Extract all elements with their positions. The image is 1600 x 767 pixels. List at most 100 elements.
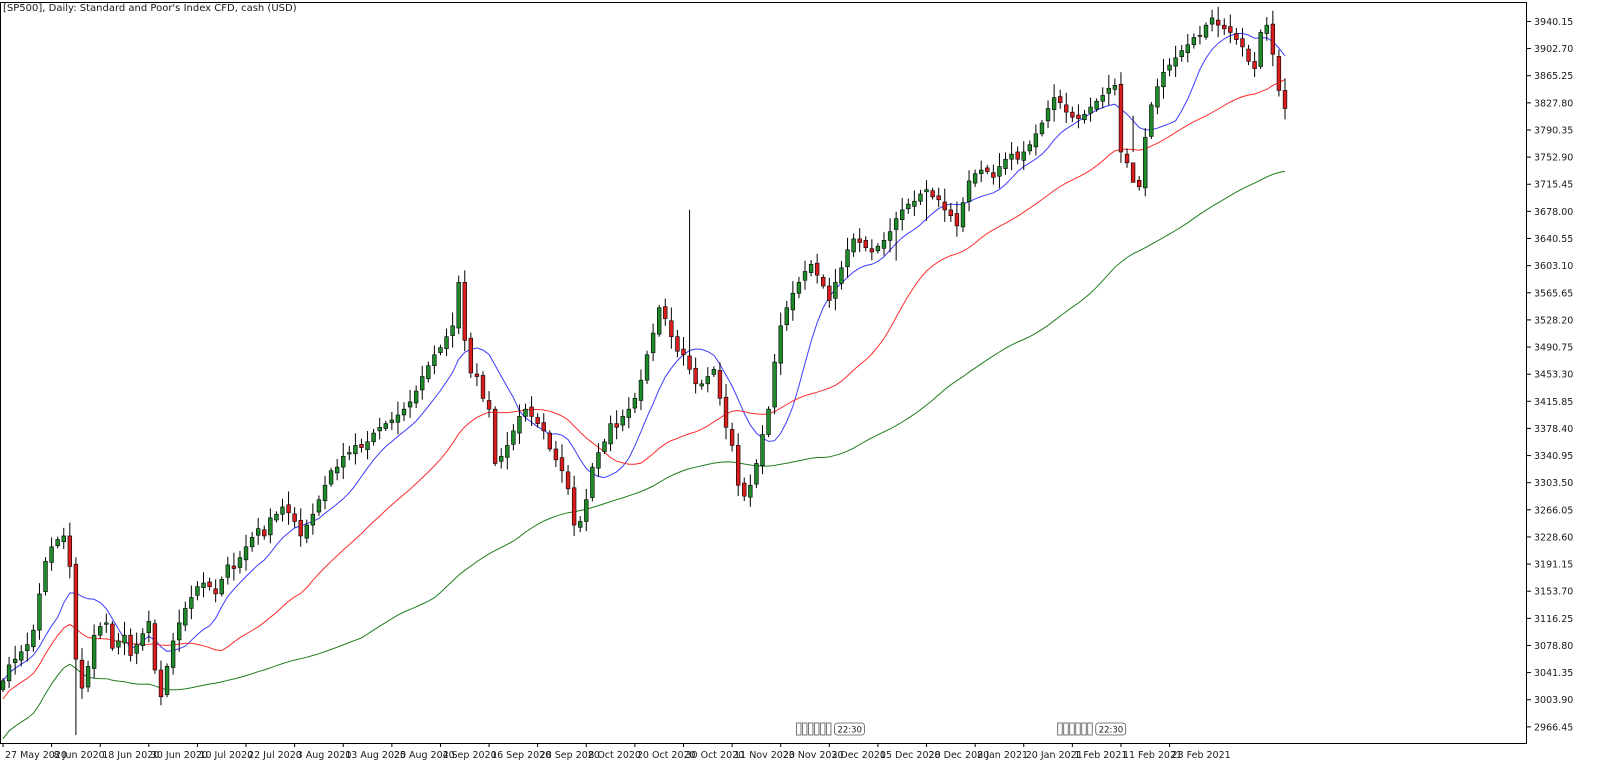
candle bbox=[529, 396, 534, 427]
event-flag[interactable] bbox=[1069, 722, 1075, 736]
candle bbox=[110, 621, 115, 651]
candle-body-down bbox=[1197, 35, 1203, 37]
candle bbox=[608, 415, 613, 452]
event-flag[interactable] bbox=[1087, 722, 1093, 736]
y-tick-label: 3827.80 bbox=[1534, 98, 1573, 109]
candle bbox=[383, 420, 388, 431]
candle-body-up bbox=[511, 430, 516, 445]
candle bbox=[310, 503, 316, 535]
candle-body-up bbox=[1203, 24, 1209, 38]
event-flag[interactable] bbox=[796, 722, 802, 736]
candle bbox=[243, 534, 249, 571]
candle bbox=[1264, 17, 1269, 41]
candle bbox=[371, 428, 376, 446]
candle-body-up bbox=[1264, 24, 1269, 34]
candle bbox=[875, 243, 881, 254]
event-flag[interactable] bbox=[802, 722, 808, 736]
candle-body-down bbox=[1282, 90, 1288, 109]
candle-body-down bbox=[681, 348, 686, 356]
candle bbox=[12, 645, 18, 675]
candle-body-up bbox=[1209, 17, 1215, 25]
event-flag[interactable] bbox=[1081, 722, 1087, 736]
event-flag[interactable] bbox=[820, 722, 826, 736]
y-tick-label: 3603.10 bbox=[1534, 261, 1573, 272]
candle-body-up bbox=[711, 369, 717, 375]
x-tick-label: 16 Sep 2020 bbox=[491, 750, 551, 761]
x-tick-label: 27 May 2020 bbox=[5, 750, 67, 761]
candle-body-down bbox=[1130, 162, 1136, 183]
candle-body-up bbox=[426, 365, 431, 380]
candle-body-up bbox=[1088, 106, 1093, 114]
candle bbox=[1228, 14, 1233, 44]
candle bbox=[553, 440, 559, 468]
candle-body-down bbox=[614, 423, 619, 428]
candle-body-up bbox=[444, 336, 449, 349]
y-tick-label: 3116.25 bbox=[1534, 614, 1573, 625]
candle bbox=[365, 431, 370, 460]
candle-body-down bbox=[67, 535, 73, 567]
candle bbox=[1039, 120, 1045, 137]
candle-body-down bbox=[942, 201, 947, 211]
candle-body-down bbox=[1058, 96, 1063, 104]
event-flag[interactable] bbox=[808, 722, 814, 736]
candle bbox=[748, 474, 753, 507]
x-tick-label: 30 Jun 2020 bbox=[151, 750, 208, 761]
candle-body-up bbox=[845, 249, 850, 268]
x-tick-label: 18 Jun 2020 bbox=[102, 750, 159, 761]
candle bbox=[675, 329, 680, 358]
event-markers[interactable]: 22:30 22:30 bbox=[796, 722, 1127, 736]
candle bbox=[256, 517, 261, 545]
candle-body-up bbox=[43, 560, 48, 593]
candle-body-up bbox=[37, 593, 42, 631]
event-time-box[interactable] bbox=[1095, 722, 1127, 736]
ma-fast-line bbox=[2, 32, 1286, 682]
candle-body-up bbox=[1003, 158, 1008, 169]
candle-body-down bbox=[1118, 83, 1124, 153]
candle-body-up bbox=[1161, 71, 1166, 88]
x-tick-label: 13 Aug 2020 bbox=[345, 750, 406, 761]
candle-body-up bbox=[851, 238, 856, 253]
candle-body-up bbox=[966, 180, 972, 202]
candle-body-up bbox=[1009, 153, 1014, 160]
event-time-box[interactable] bbox=[834, 722, 865, 736]
event-flag[interactable] bbox=[1063, 722, 1069, 736]
candle-body-down bbox=[1276, 56, 1282, 91]
candle-body-down bbox=[814, 262, 820, 276]
candle-body-up bbox=[304, 524, 309, 539]
moving-average-lines bbox=[2, 32, 1286, 740]
event-flag[interactable] bbox=[814, 722, 820, 736]
candle-body-up bbox=[365, 441, 370, 451]
candle-body-up bbox=[1106, 87, 1111, 94]
candle-body-up bbox=[225, 564, 230, 578]
x-tick-label: 28 Dec 2020 bbox=[929, 750, 990, 761]
candle-body-up bbox=[140, 633, 145, 647]
event-flag[interactable] bbox=[826, 722, 832, 736]
candle-body-up bbox=[91, 634, 97, 669]
x-tick-label: 8 Jan 2021 bbox=[977, 750, 1028, 761]
event-flag[interactable] bbox=[1057, 722, 1063, 736]
candle bbox=[201, 572, 206, 598]
candle bbox=[407, 389, 413, 418]
candle-body-up bbox=[778, 325, 783, 364]
candle-body-up bbox=[632, 397, 638, 409]
candle-body-down bbox=[292, 513, 297, 522]
candle bbox=[1058, 89, 1063, 109]
candle bbox=[1088, 97, 1093, 122]
event-time-label: 22:30 bbox=[837, 726, 862, 736]
candle bbox=[140, 628, 145, 651]
y-tick-label: 3003.90 bbox=[1534, 695, 1573, 706]
y-axis: 3940.15 3902.70 3865.25 3827.80 3790.35 3752.… bbox=[1527, 17, 1573, 733]
x-tick-label: 4 Sep 2020 bbox=[442, 750, 496, 761]
candle bbox=[1027, 140, 1032, 155]
plot-border bbox=[0, 2, 1527, 744]
candle bbox=[766, 406, 771, 438]
candle-body-up bbox=[316, 499, 322, 513]
candle bbox=[164, 663, 170, 698]
candle bbox=[298, 508, 303, 547]
candle-body-up bbox=[839, 267, 844, 284]
candle-body-down bbox=[1215, 19, 1221, 26]
event-flag[interactable] bbox=[1075, 722, 1081, 736]
candle-body-up bbox=[1191, 37, 1197, 46]
